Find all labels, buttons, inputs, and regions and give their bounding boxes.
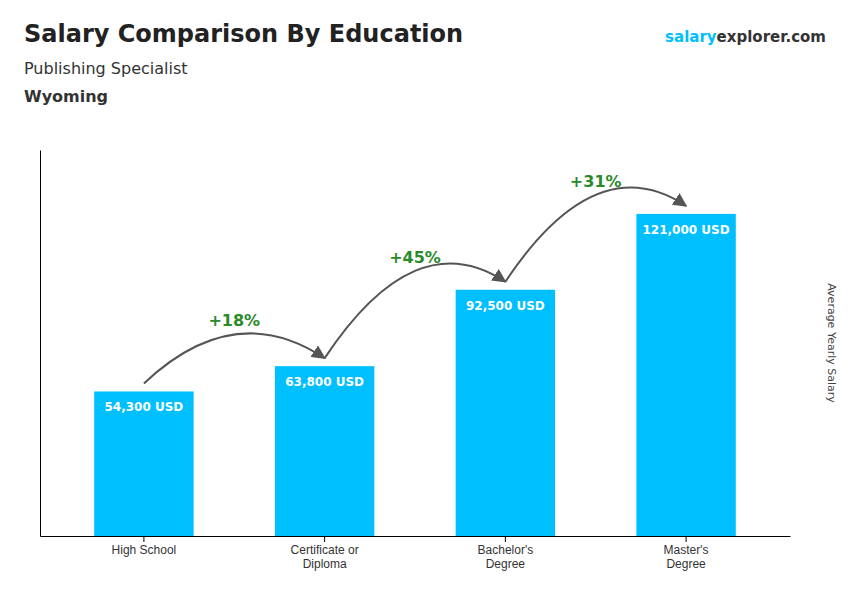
- title: Salary Comparison By Education: [24, 20, 463, 48]
- y-axis-title: Average Yearly Salary: [825, 283, 838, 403]
- chart: Salary Comparison By Education Publishing…: [0, 0, 850, 606]
- x-axis: High School Certificate orDiploma Bachelor…: [41, 536, 791, 571]
- change-arrow: [325, 263, 506, 358]
- change-arrow: [144, 333, 325, 383]
- data-label: 63,800 USD: [285, 375, 364, 389]
- x-tick-label: Bachelor'sDegree: [478, 543, 534, 571]
- x-tick: Master'sDegree: [664, 536, 709, 571]
- change-arrow: [505, 188, 686, 282]
- annotations: +18% +45% +31%: [144, 172, 686, 384]
- bar: [636, 214, 735, 536]
- change-label: +18%: [208, 311, 260, 330]
- brand-part: explorer.com: [717, 28, 826, 46]
- x-tick: High School: [112, 536, 177, 557]
- subtitle: Publishing Specialist: [24, 59, 188, 78]
- x-tick: Certificate orDiploma: [291, 536, 359, 571]
- bar: [94, 391, 193, 536]
- x-tick-mark: [505, 536, 506, 542]
- bars: [94, 214, 736, 536]
- x-axis-line: [41, 536, 791, 537]
- x-tick-mark: [143, 536, 144, 542]
- data-label: 54,300 USD: [104, 400, 183, 414]
- data-label: 121,000 USD: [642, 223, 729, 237]
- x-tick-mark: [324, 536, 325, 542]
- y-axis-line: [40, 151, 41, 537]
- data-label: 92,500 USD: [466, 299, 545, 313]
- brand: salaryexplorer.com: [665, 28, 826, 46]
- x-tick-mark: [686, 536, 687, 542]
- x-tick: Bachelor'sDegree: [478, 536, 534, 571]
- x-tick-label: Certificate orDiploma: [291, 543, 359, 571]
- bar: [275, 366, 374, 536]
- x-tick-label: Master'sDegree: [664, 543, 709, 571]
- change-label: +31%: [570, 172, 622, 191]
- change-label: +45%: [389, 248, 441, 267]
- location: Wyoming: [24, 87, 108, 106]
- x-tick-label: High School: [112, 543, 177, 557]
- plot: High School Certificate orDiploma Bachelor…: [41, 151, 791, 571]
- bar: [456, 290, 555, 536]
- y-axis: [40, 151, 41, 537]
- brand-part: salary: [665, 28, 717, 46]
- data-labels: 54,300 USD 63,800 USD 92,500 USD 121,000 US…: [104, 223, 729, 415]
